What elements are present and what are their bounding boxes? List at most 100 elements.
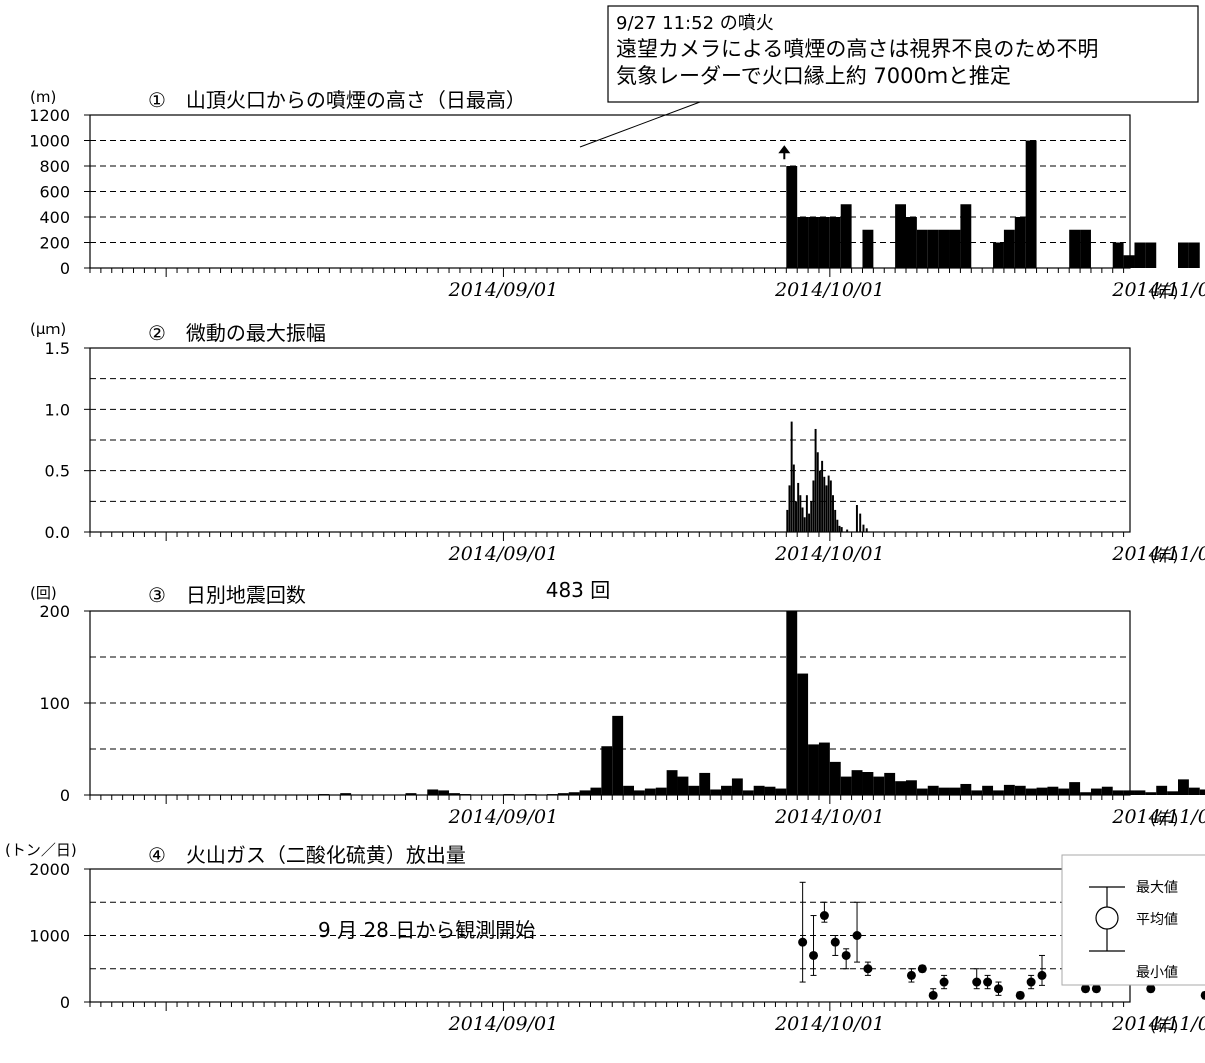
y-unit-label: (m) <box>30 88 56 106</box>
data-point <box>819 911 829 921</box>
peak-annotation: 483 回 <box>546 578 611 602</box>
bar <box>1112 790 1124 795</box>
legend-min-label: 最小値 <box>1136 965 1178 981</box>
bar <box>821 460 824 532</box>
callout-line: 遠望カメラによる噴煙の高さは視界不良のため不明 <box>616 37 1098 61</box>
bar <box>792 464 795 532</box>
y-unit-label: (回) <box>30 584 57 602</box>
bar <box>340 793 352 795</box>
bar <box>1069 782 1081 795</box>
x-date-label: 2014/09/01 <box>448 279 559 301</box>
bar <box>812 480 815 532</box>
y-tick-label: 600 <box>39 183 70 202</box>
data-point <box>906 970 916 980</box>
bar <box>823 476 826 532</box>
data-point <box>1026 977 1036 987</box>
y-tick-label: 400 <box>39 208 70 227</box>
bar <box>731 778 743 795</box>
data-point <box>1200 990 1205 1000</box>
bar <box>938 787 950 795</box>
bar <box>1101 786 1113 795</box>
bar <box>1156 785 1168 795</box>
y-tick-label: 0 <box>60 259 70 278</box>
bar <box>832 495 834 532</box>
bar <box>1199 789 1205 795</box>
bar <box>634 790 645 795</box>
data-point <box>1037 970 1047 980</box>
bar <box>677 776 689 795</box>
bar <box>1145 242 1157 268</box>
x-date-label: 2014/11/01 <box>1111 806 1205 828</box>
bar <box>775 788 787 795</box>
callout-line: 気象レーダーで火口縁上約 7000ｍと推定 <box>616 64 1011 88</box>
bar <box>788 485 791 532</box>
bar <box>906 217 917 268</box>
bar <box>449 793 460 795</box>
y-tick-label: 2000 <box>29 860 70 879</box>
bar <box>1134 242 1146 268</box>
y-tick-label: 0 <box>60 993 70 1012</box>
data-point <box>983 977 993 987</box>
bar <box>895 781 906 795</box>
data-point <box>928 990 938 1000</box>
bar <box>1014 785 1026 795</box>
bar <box>938 229 950 268</box>
bar <box>790 421 793 532</box>
y-tick-label: 800 <box>39 157 70 176</box>
bar <box>1058 788 1070 795</box>
bar <box>971 790 983 795</box>
callout-line: 9/27 11:52 の噴火 <box>616 13 774 34</box>
data-point <box>972 977 982 987</box>
bar <box>916 229 928 268</box>
bar <box>862 772 874 795</box>
plot-frame <box>89 610 1131 796</box>
bar <box>1025 140 1037 268</box>
bar <box>927 229 939 268</box>
bar <box>814 428 817 532</box>
bar <box>808 217 819 268</box>
bar <box>895 204 906 268</box>
bar <box>873 776 885 795</box>
bar <box>427 789 439 795</box>
x-date-label: 2014/09/01 <box>448 1013 559 1035</box>
x-year-label: (年) <box>1150 1016 1179 1035</box>
legend-max-label: 最大値 <box>1136 880 1178 896</box>
bar <box>906 780 917 795</box>
bar <box>1014 217 1026 268</box>
bar <box>993 790 1004 795</box>
bar <box>797 673 809 795</box>
bar <box>818 470 821 532</box>
y-unit-label: (μｍ) <box>30 320 66 338</box>
bar <box>862 229 874 268</box>
bar <box>1069 229 1081 268</box>
bar <box>816 452 819 532</box>
plot-frame <box>89 114 1131 269</box>
x-year-label: (年) <box>1150 546 1179 565</box>
x-year-label: (年) <box>1150 809 1179 828</box>
bar <box>666 770 678 795</box>
bar <box>829 217 841 268</box>
bar <box>1090 788 1102 795</box>
bar <box>710 789 722 795</box>
bar <box>808 744 819 795</box>
bar <box>568 792 580 795</box>
y-tick-label: 0.0 <box>45 523 70 542</box>
bar <box>579 790 591 795</box>
bar <box>825 485 828 532</box>
data-point <box>917 964 927 974</box>
y-tick-label: 1.5 <box>45 339 70 358</box>
y-tick-label: 1000 <box>29 132 70 151</box>
bar <box>993 242 1004 268</box>
bar <box>1145 792 1157 795</box>
bar <box>1025 788 1037 795</box>
bar <box>1080 229 1091 268</box>
bar <box>834 509 837 532</box>
bar <box>623 785 634 795</box>
x-date-label: 2014/11/01 <box>1111 279 1205 301</box>
bar <box>644 788 656 795</box>
x-date-label: 2014/10/01 <box>774 279 885 301</box>
data-point <box>1081 984 1091 994</box>
bar <box>927 785 939 795</box>
data-point <box>830 937 840 947</box>
